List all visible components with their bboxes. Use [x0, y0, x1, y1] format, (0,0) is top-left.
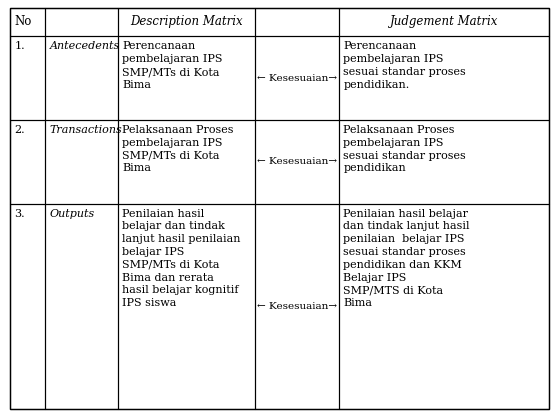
Text: Transactions: Transactions — [50, 125, 122, 135]
Text: 2.: 2. — [15, 125, 25, 135]
Text: ← Kesesuaian→: ← Kesesuaian→ — [257, 74, 337, 83]
Text: Pelaksanaan Proses
pembelajaran IPS
sesuai standar proses
pendidikan: Pelaksanaan Proses pembelajaran IPS sesu… — [343, 125, 466, 173]
Text: Penilaian hasil
belajar dan tindak
lanjut hasil penilaian
belajar IPS
SMP/MTs di: Penilaian hasil belajar dan tindak lanju… — [122, 208, 241, 308]
Text: 1.: 1. — [15, 41, 25, 51]
Text: Pelaksanaan Proses
pembelajaran IPS
SMP/MTs di Kota
Bima: Pelaksanaan Proses pembelajaran IPS SMP/… — [122, 125, 234, 173]
Text: ← Kesesuaian→: ← Kesesuaian→ — [257, 302, 337, 311]
Text: No: No — [15, 15, 32, 28]
Text: 3.: 3. — [15, 208, 25, 219]
Text: Antecedents: Antecedents — [50, 41, 120, 51]
Text: Perencanaan
pembelajaran IPS
sesuai standar proses
pendidikan.: Perencanaan pembelajaran IPS sesuai stan… — [343, 41, 466, 90]
Text: Description Matrix: Description Matrix — [130, 15, 243, 28]
Text: Perencanaan
pembelajaran IPS
SMP/MTs di Kota
Bima: Perencanaan pembelajaran IPS SMP/MTs di … — [122, 41, 223, 90]
Text: Penilaian hasil belajar
dan tindak lanjut hasil
penilaian  belajar IPS
sesuai st: Penilaian hasil belajar dan tindak lanju… — [343, 208, 470, 308]
Text: Outputs: Outputs — [50, 208, 95, 219]
Text: ← Kesesuaian→: ← Kesesuaian→ — [257, 157, 337, 166]
Text: Judgement Matrix: Judgement Matrix — [390, 15, 498, 28]
